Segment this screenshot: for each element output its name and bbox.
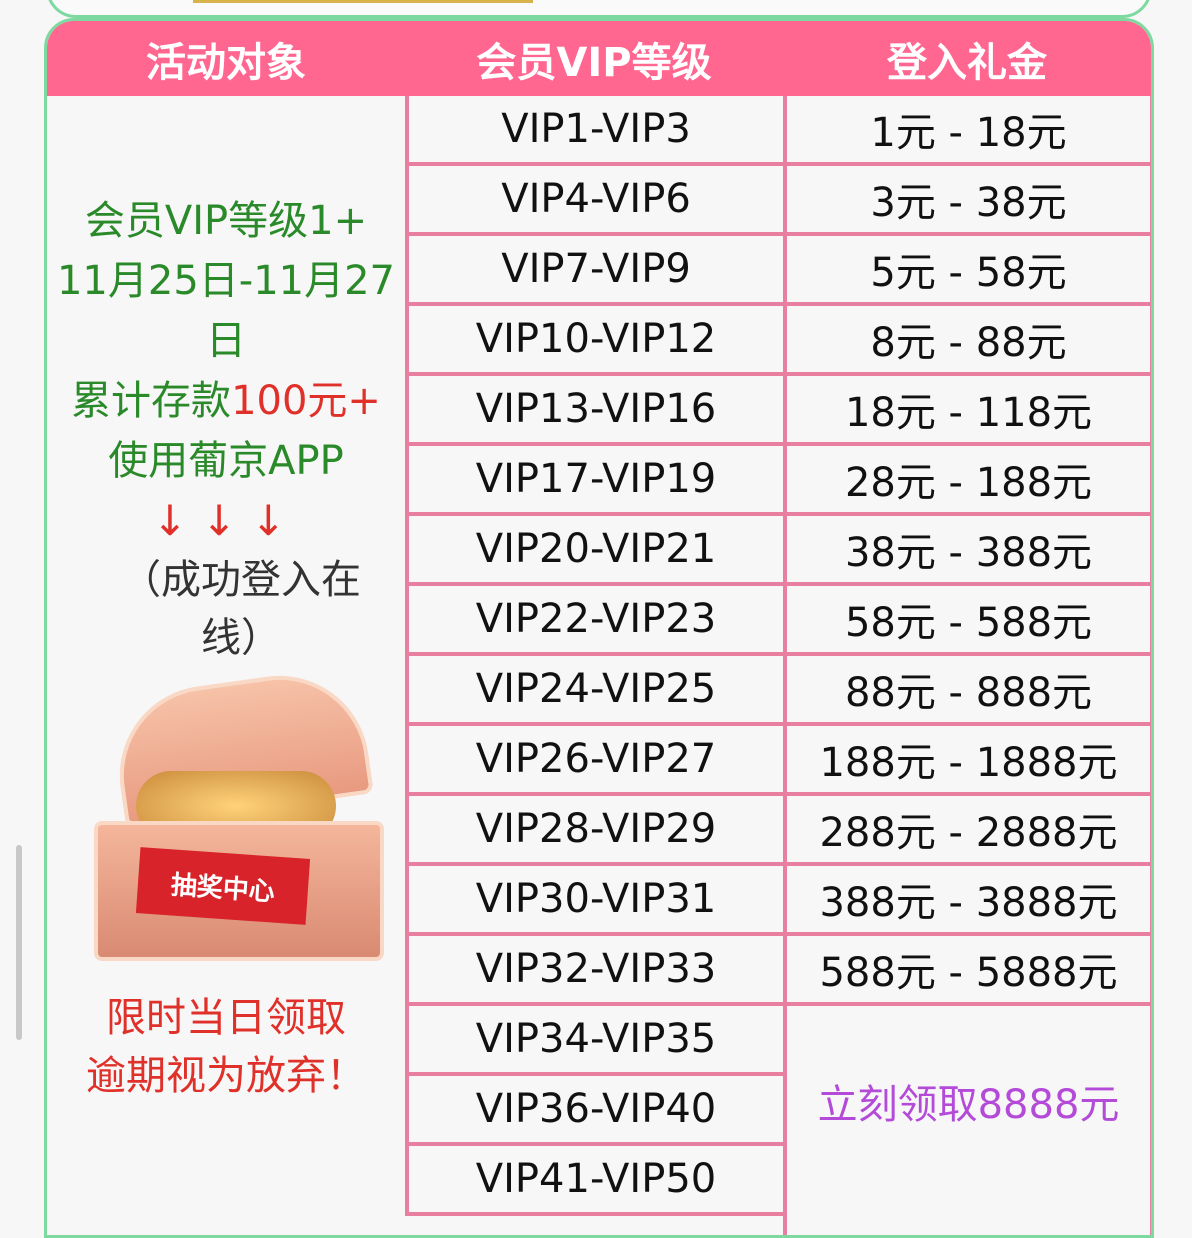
table-row: VIP22-VIP23 58元 - 588元 — [405, 586, 1151, 656]
table-row: VIP13-VIP16 18元 - 118元 — [405, 376, 1151, 446]
levels-grid: VIP1-VIP3 1元 - 18元 VIP4-VIP6 3元 - 38元 VIP7-V… — [405, 96, 1151, 1235]
vip-level: VIP7-VIP9 — [405, 236, 783, 306]
table-row: VIP30-VIP31 388元 - 3888元 — [405, 866, 1151, 936]
table-row: VIP36-VIP40 — [405, 1076, 1151, 1146]
vip-level: VIP30-VIP31 — [405, 866, 783, 936]
vip-level: VIP41-VIP50 — [405, 1146, 783, 1216]
bonus-range: 5元 - 58元 — [783, 236, 1151, 306]
vip-level: VIP32-VIP33 — [405, 936, 783, 1006]
vip-level: VIP34-VIP35 — [405, 1006, 783, 1076]
bonus-range: 38元 - 388元 — [783, 516, 1151, 586]
bonus-range: 388元 - 3888元 — [783, 866, 1151, 936]
bonus-range: 588元 - 5888元 — [783, 936, 1151, 1006]
deposit-requirement: 累计存款100元+ — [71, 378, 381, 424]
table-header: 活动对象 会员VIP等级 登入礼金 — [47, 21, 1151, 96]
bonus-range: 288元 - 2888元 — [783, 796, 1151, 866]
table-row: VIP26-VIP27 188元 - 1888元 — [405, 726, 1151, 796]
bonus-range: 8元 - 88元 — [783, 306, 1151, 376]
bonus-range: 88元 - 888元 — [783, 656, 1151, 726]
vip-level: VIP24-VIP25 — [405, 656, 783, 726]
login-note: （成功登入在线） — [121, 557, 361, 661]
vip-level: VIP36-VIP40 — [405, 1076, 783, 1146]
vip-level: VIP4-VIP6 — [405, 166, 783, 236]
table-row: VIP32-VIP33 588元 - 5888元 — [405, 936, 1151, 1006]
app-requirement: 使用葡京APP — [108, 438, 344, 484]
vip-level: VIP28-VIP29 — [405, 796, 783, 866]
table-row: VIP4-VIP6 3元 - 38元 — [405, 166, 1151, 236]
date-range: 11月25日-11月27日 — [56, 258, 396, 364]
header-target: 活动对象 — [146, 39, 306, 86]
top-bonus: 立刻领取8888元 — [783, 1006, 1151, 1235]
vip-level: VIP1-VIP3 — [405, 96, 783, 166]
vip-bonus-table: 活动对象 会员VIP等级 登入礼金 会员VIP等级1+ 11月25日-11月27… — [44, 18, 1154, 1238]
table-row: VIP1-VIP3 1元 - 18元 — [405, 96, 1151, 166]
bonus-range: 28元 - 188元 — [783, 446, 1151, 516]
bonus-range: 18元 - 118元 — [783, 376, 1151, 446]
time-limit-note: 限时当日领取 逾期视为放弃！ — [86, 995, 366, 1099]
down-arrows-icon: ↓↓↓ — [152, 496, 300, 545]
scrollbar[interactable] — [16, 845, 22, 1040]
vip-level: VIP22-VIP23 — [405, 586, 783, 656]
activity-target-cell: 会员VIP等级1+ 11月25日-11月27日 累计存款100元+ 使用葡京AP… — [47, 96, 405, 1235]
vip-level: VIP26-VIP27 — [405, 726, 783, 796]
bonus-range: 188元 - 1888元 — [783, 726, 1151, 796]
vip-level: VIP20-VIP21 — [405, 516, 783, 586]
bonus-range: 58元 - 588元 — [783, 586, 1151, 656]
previous-card-bar — [193, 0, 533, 3]
table-row: VIP7-VIP9 5元 - 58元 — [405, 236, 1151, 306]
header-vip-level: 会员VIP等级 — [476, 39, 712, 86]
vip-level: VIP13-VIP16 — [405, 376, 783, 446]
table-row: VIP17-VIP19 28元 - 188元 — [405, 446, 1151, 516]
header-login-bonus: 登入礼金 — [887, 39, 1047, 86]
chest-label: 抽奖中心 — [135, 847, 311, 925]
vip-requirement: 会员VIP等级1+ — [84, 198, 368, 244]
table-row: VIP34-VIP35 — [405, 1006, 1151, 1076]
table-row: VIP28-VIP29 288元 - 2888元 — [405, 796, 1151, 866]
table-row: VIP24-VIP25 88元 - 888元 — [405, 656, 1151, 726]
vip-level: VIP10-VIP12 — [405, 306, 783, 376]
vip-level: VIP17-VIP19 — [405, 446, 783, 516]
table-row: VIP20-VIP21 38元 - 388元 — [405, 516, 1151, 586]
treasure-chest-image: 抽奖中心 — [76, 664, 384, 971]
table-row: VIP10-VIP12 8元 - 88元 — [405, 306, 1151, 376]
bonus-range: 3元 - 38元 — [783, 166, 1151, 236]
bonus-range: 1元 - 18元 — [783, 96, 1151, 166]
